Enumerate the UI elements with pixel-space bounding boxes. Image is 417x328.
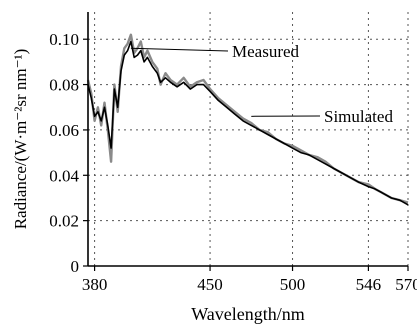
y-tick-label: 0.10 [49,30,79,49]
x-tick-label: 500 [280,275,306,294]
y-axis-title: Radiance/(W·m⁻²sr nm⁻¹) [11,49,30,230]
axes [87,12,408,267]
y-tick-label: 0.06 [49,121,79,140]
annotation-leader [130,47,229,52]
annotation-measured: Measured [232,42,300,61]
y-tick-label: 0.08 [49,76,79,95]
x-tick-label: 450 [197,275,223,294]
series-line-simulated [87,40,409,206]
annotation-simulated: Simulated [324,107,393,126]
series-layer [86,33,409,206]
x-tick-label: 546 [356,275,382,294]
x-tick-label: 380 [82,275,108,294]
grid [88,12,409,266]
y-tick-label: 0.02 [49,212,79,231]
x-axis-title: Wavelength/nm [191,304,305,324]
x-tick-label: 570 [395,275,417,294]
annotations: Measured Simulated [130,42,393,126]
y-tick-label: 0 [71,257,80,276]
y-tick-label: 0.04 [49,166,79,185]
ticks: 0 0.02 0.04 0.06 0.08 0.10 380 450 500 546 570 [49,30,417,294]
